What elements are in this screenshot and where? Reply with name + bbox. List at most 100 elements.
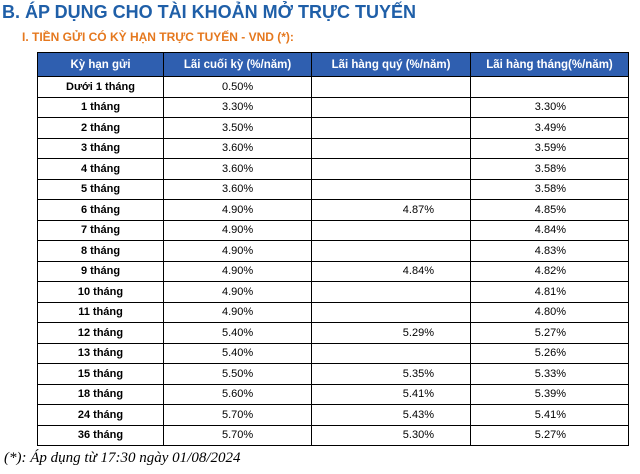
table-cell: 5.29%: [311, 322, 471, 344]
table-cell: 4.80%: [470, 301, 629, 323]
table-cell: 4.81%: [470, 281, 629, 303]
table-cell: 4.90%: [163, 219, 312, 241]
table-cell: [311, 137, 471, 159]
table-cell: 3.30%: [163, 96, 312, 118]
table-row: 11 tháng 4.90% 4.80%: [37, 301, 629, 323]
table-cell: 4.90%: [163, 281, 312, 303]
table-cell: 3.60%: [163, 178, 312, 200]
table-cell: 5.40%: [163, 342, 312, 364]
table-cell: 4.85%: [470, 199, 629, 221]
table-cell: [311, 301, 471, 323]
table-cell: 3.50%: [163, 117, 312, 139]
table-cell: 10 tháng: [37, 281, 164, 303]
table-cell: 5.50%: [163, 363, 312, 385]
table-row: 1 tháng 3.30% 3.30%: [37, 96, 629, 118]
table-cell: Dưới 1 tháng: [37, 76, 164, 98]
table-row: Dưới 1 tháng 0.50%: [37, 76, 629, 98]
table-cell: 5.40%: [163, 322, 312, 344]
subtitle: I. TIỀN GỬI CÓ KỲ HẠN TRỰC TUYẾN - VND (…: [22, 30, 294, 44]
table-cell: 15 tháng: [37, 363, 164, 385]
table-cell: 5.33%: [470, 363, 629, 385]
table-cell: 4.84%: [470, 219, 629, 241]
table-cell: 0.50%: [163, 76, 312, 98]
table-cell: 13 tháng: [37, 342, 164, 364]
table-row: 8 tháng 4.90% 4.83%: [37, 240, 629, 262]
table-cell: [311, 158, 471, 180]
table-cell: 4.83%: [470, 240, 629, 262]
table-cell: 7 tháng: [37, 219, 164, 241]
table-cell: [311, 178, 471, 200]
rate-table: Kỳ hạn gửi Lãi cuối kỳ (%/năm) Lãi hàng qu…: [37, 52, 629, 446]
table-cell: 4.90%: [163, 301, 312, 323]
table-cell: 3.58%: [470, 158, 629, 180]
header-row: Kỳ hạn gửi Lãi cuối kỳ (%/năm) Lãi hàng qu…: [37, 52, 629, 77]
table-cell: 2 tháng: [37, 117, 164, 139]
column-header: Kỳ hạn gửi: [37, 52, 164, 77]
table-cell: [311, 96, 471, 118]
table-cell: 8 tháng: [37, 240, 164, 262]
table-cell: 4.90%: [163, 240, 312, 262]
table-cell: 5.35%: [311, 363, 471, 385]
table-cell: 5 tháng: [37, 178, 164, 200]
column-header: Lãi cuối kỳ (%/năm): [163, 52, 312, 77]
table-cell: 5.26%: [470, 342, 629, 364]
table-cell: [311, 281, 471, 303]
table-row: 10 tháng 4.90% 4.81%: [37, 281, 629, 303]
table-cell: 3.60%: [163, 137, 312, 159]
table-row: 18 tháng 5.60% 5.41% 5.39%: [37, 383, 629, 405]
table-cell: 3.49%: [470, 117, 629, 139]
table-cell: 4.90%: [163, 260, 312, 282]
table-cell: [470, 76, 629, 98]
table-row: 24 tháng 5.70% 5.43% 5.41%: [37, 404, 629, 426]
table-cell: 3.60%: [163, 158, 312, 180]
table-cell: 5.43%: [311, 404, 471, 426]
table-cell: [311, 240, 471, 262]
table-cell: 5.27%: [470, 322, 629, 344]
table-row: 3 tháng 3.60% 3.59%: [37, 137, 629, 159]
table-cell: 5.39%: [470, 383, 629, 405]
table-cell: 5.60%: [163, 383, 312, 405]
table-cell: 4.90%: [163, 199, 312, 221]
table-cell: [311, 76, 471, 98]
table-cell: 3.59%: [470, 137, 629, 159]
table-row: 12 tháng 5.40% 5.29% 5.27%: [37, 322, 629, 344]
table-cell: 4.82%: [470, 260, 629, 282]
table-cell: 5.41%: [311, 383, 471, 405]
table-cell: 4.84%: [311, 260, 471, 282]
table-row: 7 tháng 4.90% 4.84%: [37, 219, 629, 241]
table-cell: 11 tháng: [37, 301, 164, 323]
table-cell: 9 tháng: [37, 260, 164, 282]
table-cell: 4 tháng: [37, 158, 164, 180]
table-cell: 6 tháng: [37, 199, 164, 221]
title: B. ÁP DỤNG CHO TÀI KHOẢN MỞ TRỰC TUYẾN: [2, 2, 416, 22]
table-cell: 3.30%: [470, 96, 629, 118]
table-row: 5 tháng 3.60% 3.58%: [37, 178, 629, 200]
table-cell: [311, 117, 471, 139]
table-row: 15 tháng 5.50% 5.35% 5.33%: [37, 363, 629, 385]
column-header: Lãi hàng quý (%/năm): [311, 52, 471, 77]
table-cell: 3 tháng: [37, 137, 164, 159]
table-cell: 18 tháng: [37, 383, 164, 405]
table-cell: 5.70%: [163, 424, 312, 446]
table-cell: 4.87%: [311, 199, 471, 221]
footnote: (*): Áp dụng từ 17:30 ngày 01/08/2024: [4, 450, 241, 466]
table-row: 2 tháng 3.50% 3.49%: [37, 117, 629, 139]
table-cell: [311, 342, 471, 364]
table-cell: 3.58%: [470, 178, 629, 200]
table-cell: 24 tháng: [37, 404, 164, 426]
table-row: 36 tháng 5.70% 5.30% 5.27%: [37, 424, 629, 446]
table-cell: 36 tháng: [37, 424, 164, 446]
table-row: 13 tháng 5.40% 5.26%: [37, 342, 629, 364]
table-cell: 1 tháng: [37, 96, 164, 118]
table-row: 6 tháng 4.90% 4.87% 4.85%: [37, 199, 629, 221]
table-cell: 5.41%: [470, 404, 629, 426]
table-cell: 12 tháng: [37, 322, 164, 344]
table-cell: 5.27%: [470, 424, 629, 446]
column-header: Lãi hàng tháng(%/năm): [470, 52, 629, 77]
table-cell: 5.70%: [163, 404, 312, 426]
table-row: 4 tháng 3.60% 3.58%: [37, 158, 629, 180]
table-cell: [311, 219, 471, 241]
table-cell: 5.30%: [311, 424, 471, 446]
table-row: 9 tháng 4.90% 4.84% 4.82%: [37, 260, 629, 282]
